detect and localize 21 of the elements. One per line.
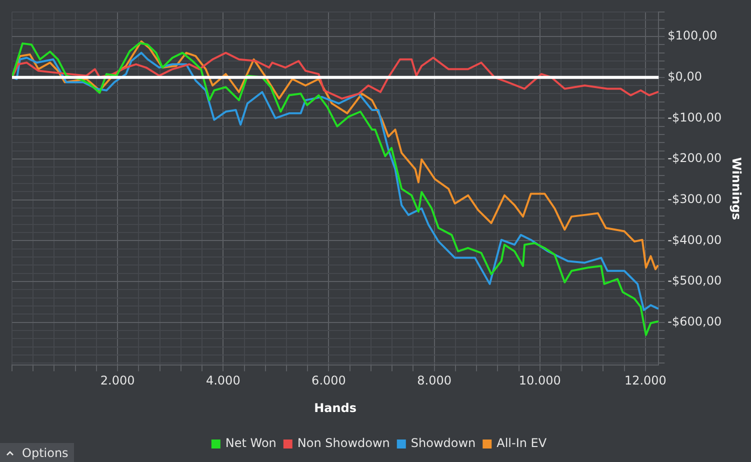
y-tick-label: -$600,00 xyxy=(668,314,722,328)
y-tick-label: -$200,00 xyxy=(668,151,722,166)
legend-label: Showdown xyxy=(410,436,476,450)
x-tick-label: 10.000 xyxy=(518,374,561,388)
x-tick-label: 4.000 xyxy=(206,374,240,388)
y-axis-title: Winnings xyxy=(730,157,744,220)
y-tick-label: -$100,00 xyxy=(668,110,722,124)
options-button: Options xyxy=(0,443,74,462)
legend-label: All-In EV xyxy=(496,436,548,450)
y-tick-label: $100,00 xyxy=(668,28,718,43)
x-tick-label: 6.000 xyxy=(312,374,346,388)
y-tick-label: -$500,00 xyxy=(668,274,722,288)
y-tick-label: -$400,00 xyxy=(668,232,722,247)
legend-label: Net Won xyxy=(225,436,276,450)
x-tick-label: 12.000 xyxy=(624,374,666,388)
y-tick-label: $0,00 xyxy=(668,69,702,84)
x-tick-label: 8.000 xyxy=(417,374,452,388)
x-tick-label: 2.000 xyxy=(100,374,135,388)
y-tick-label: -$300,00 xyxy=(668,192,722,206)
legend-label: Non Showdown xyxy=(297,436,390,450)
x-axis-title: Hands xyxy=(314,400,357,415)
